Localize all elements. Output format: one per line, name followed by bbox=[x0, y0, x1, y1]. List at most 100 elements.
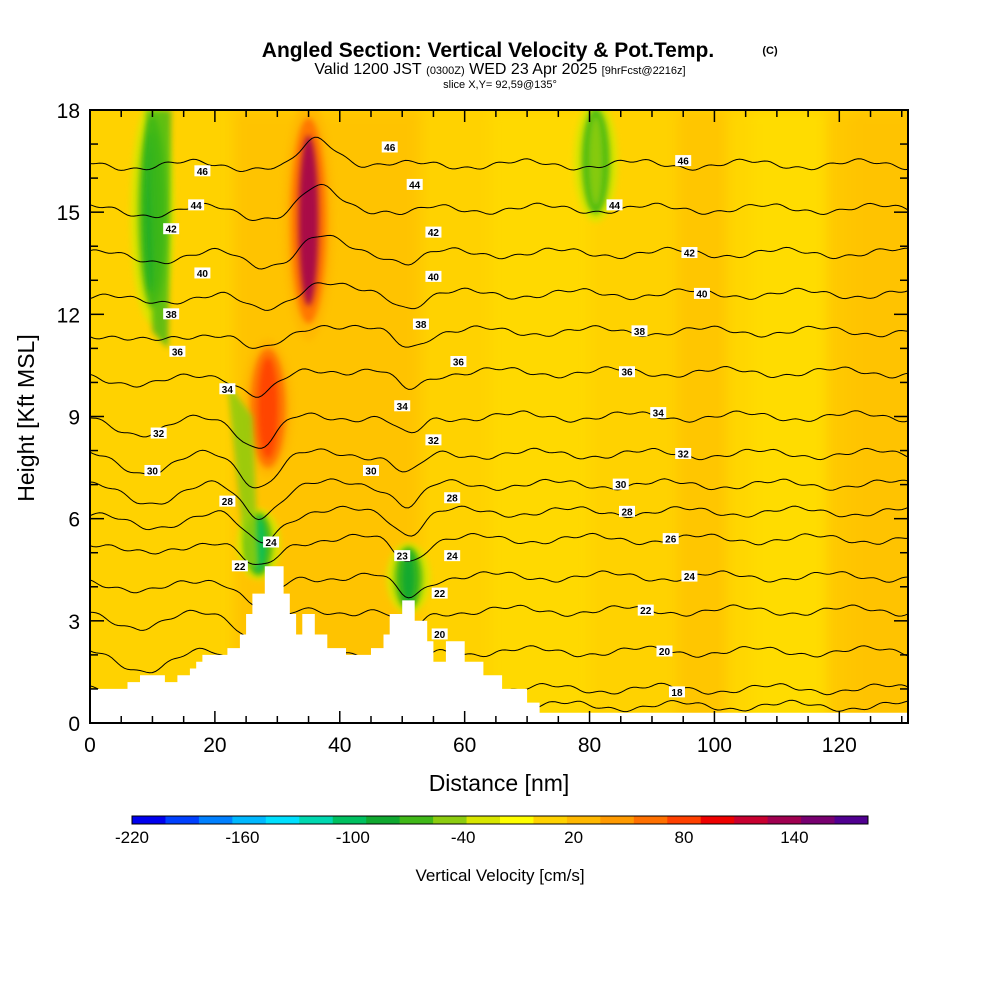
contour-label-text: 46 bbox=[197, 167, 209, 178]
contour-label-text: 40 bbox=[197, 269, 209, 280]
contour-label-text: 28 bbox=[222, 497, 234, 508]
contour-label-text: 23 bbox=[397, 552, 409, 563]
contour-label: 46 bbox=[381, 141, 398, 154]
contour-label-bg bbox=[163, 308, 180, 320]
terrain bbox=[90, 566, 908, 723]
contour-label-bg bbox=[444, 492, 461, 504]
contour-label: 30 bbox=[362, 464, 379, 477]
theta-contour bbox=[90, 136, 908, 173]
colorbar-swatch bbox=[667, 816, 702, 824]
contour-label: 40 bbox=[194, 267, 211, 280]
contour-label-text: 30 bbox=[615, 480, 627, 491]
contour-label: 38 bbox=[412, 318, 429, 331]
contour-label-text: 44 bbox=[609, 201, 621, 212]
x-tick-label: 80 bbox=[578, 734, 601, 757]
contour-label-bg bbox=[263, 536, 280, 548]
copyright-mark: (C) bbox=[762, 45, 778, 57]
theta-contour bbox=[90, 365, 908, 398]
contour-label: 42 bbox=[425, 226, 442, 239]
contour-label-bg bbox=[675, 447, 692, 459]
contour-label: 28 bbox=[219, 495, 236, 508]
contour-label-bg bbox=[650, 407, 667, 419]
contour-label: 30 bbox=[144, 464, 161, 477]
x-tick-label: 60 bbox=[453, 734, 476, 757]
contour-label-bg bbox=[431, 587, 448, 599]
contour-label-bg bbox=[637, 604, 654, 616]
contour-label-bg bbox=[194, 165, 211, 177]
contour-label: 24 bbox=[444, 550, 461, 563]
contour-label-bg bbox=[381, 141, 398, 153]
colorbar-swatch bbox=[700, 816, 735, 824]
contour-label-bg bbox=[425, 434, 442, 446]
contour-label: 24 bbox=[681, 570, 698, 583]
contour-label-bg bbox=[681, 570, 698, 582]
contour-label: 22 bbox=[431, 587, 448, 600]
colorbar-swatch bbox=[399, 816, 434, 824]
contour-label-bg bbox=[412, 318, 429, 330]
contour-label-text: 22 bbox=[640, 606, 652, 617]
contour-label: 32 bbox=[425, 434, 442, 447]
contour-label-text: 24 bbox=[266, 538, 278, 549]
chart-title: Angled Section: Vertical Velocity & Pot.… bbox=[262, 39, 714, 62]
theta-contour bbox=[90, 478, 908, 521]
colorbar-swatch bbox=[566, 816, 601, 824]
valid-utc: (0300Z) bbox=[426, 65, 465, 77]
x-tick-label: 20 bbox=[203, 734, 226, 757]
colorbar-swatch bbox=[132, 816, 166, 824]
contour-label-bg bbox=[163, 223, 180, 235]
contour-label-bg bbox=[450, 356, 467, 368]
contour-label-bg bbox=[681, 247, 698, 259]
colorbar-frame bbox=[131, 815, 869, 825]
contour-label-text: 24 bbox=[447, 552, 459, 563]
contour-label: 34 bbox=[394, 400, 411, 413]
theta-contour bbox=[90, 282, 908, 311]
contour-label-bg bbox=[425, 226, 442, 238]
y-axis-label: Height [Kft MSL] bbox=[13, 334, 39, 501]
colorbar: -220 -160 -100 -40 20 80 140 bbox=[115, 815, 869, 847]
valid-time: Valid 1200 JST (0300Z) WED 23 Apr 2025 [… bbox=[314, 61, 685, 78]
y-tick-label: 6 bbox=[68, 509, 80, 532]
valid-prefix: Valid 1200 JST bbox=[314, 61, 422, 78]
contour-label: 22 bbox=[231, 560, 248, 573]
vv-feature-updraft bbox=[241, 338, 294, 478]
theta-contour bbox=[90, 532, 908, 566]
contour-label-text: 32 bbox=[428, 436, 440, 447]
colorbar-tick-label: -100 bbox=[336, 828, 370, 847]
colorbar-tick-label: 80 bbox=[675, 828, 694, 847]
contour-label: 36 bbox=[619, 366, 636, 379]
colorbar-swatch bbox=[198, 816, 233, 824]
forecast-info: [9hrFcst@2216z] bbox=[602, 65, 686, 77]
contour-label-text: 38 bbox=[415, 320, 427, 331]
contour-label-bg bbox=[169, 345, 186, 357]
contour-label: 42 bbox=[163, 223, 180, 236]
y-tick-label: 15 bbox=[57, 202, 80, 225]
colorbar-swatch bbox=[466, 816, 501, 824]
contour-labels: 46 46 46 44 44 44 42 42 42 40 40 40 38 38 38 36 36 36 34 34… bbox=[144, 141, 710, 699]
vv-blob bbox=[401, 550, 416, 606]
theta-contour bbox=[90, 570, 908, 607]
colorbar-swatch bbox=[734, 816, 769, 824]
valid-date: WED 23 Apr 2025 bbox=[469, 61, 597, 78]
contour-label: 34 bbox=[650, 407, 667, 420]
colorbar-label: Vertical Velocity [cm/s] bbox=[415, 866, 584, 885]
contour-label-bg bbox=[675, 155, 692, 167]
contour-label-text: 36 bbox=[172, 347, 184, 358]
y-tick-label: 9 bbox=[68, 407, 80, 430]
y-tick-label: 12 bbox=[57, 304, 80, 327]
contour-label-bg bbox=[606, 199, 623, 211]
contour-label-text: 44 bbox=[191, 201, 203, 212]
colorbar-swatch bbox=[332, 816, 367, 824]
contour-label: 32 bbox=[675, 447, 692, 460]
contour-label-text: 38 bbox=[166, 310, 178, 321]
contour-label-bg bbox=[668, 686, 685, 698]
contour-label-bg bbox=[444, 550, 461, 562]
colorbar-tick-label: 140 bbox=[780, 828, 808, 847]
colorbar-swatch bbox=[299, 816, 334, 824]
theta-contour bbox=[90, 324, 908, 349]
contour-label: 22 bbox=[637, 604, 654, 617]
x-axis: 0 20 40 60 80 100 120 bbox=[84, 110, 903, 757]
theta-contour bbox=[90, 183, 908, 222]
contour-label-text: 32 bbox=[153, 429, 165, 440]
